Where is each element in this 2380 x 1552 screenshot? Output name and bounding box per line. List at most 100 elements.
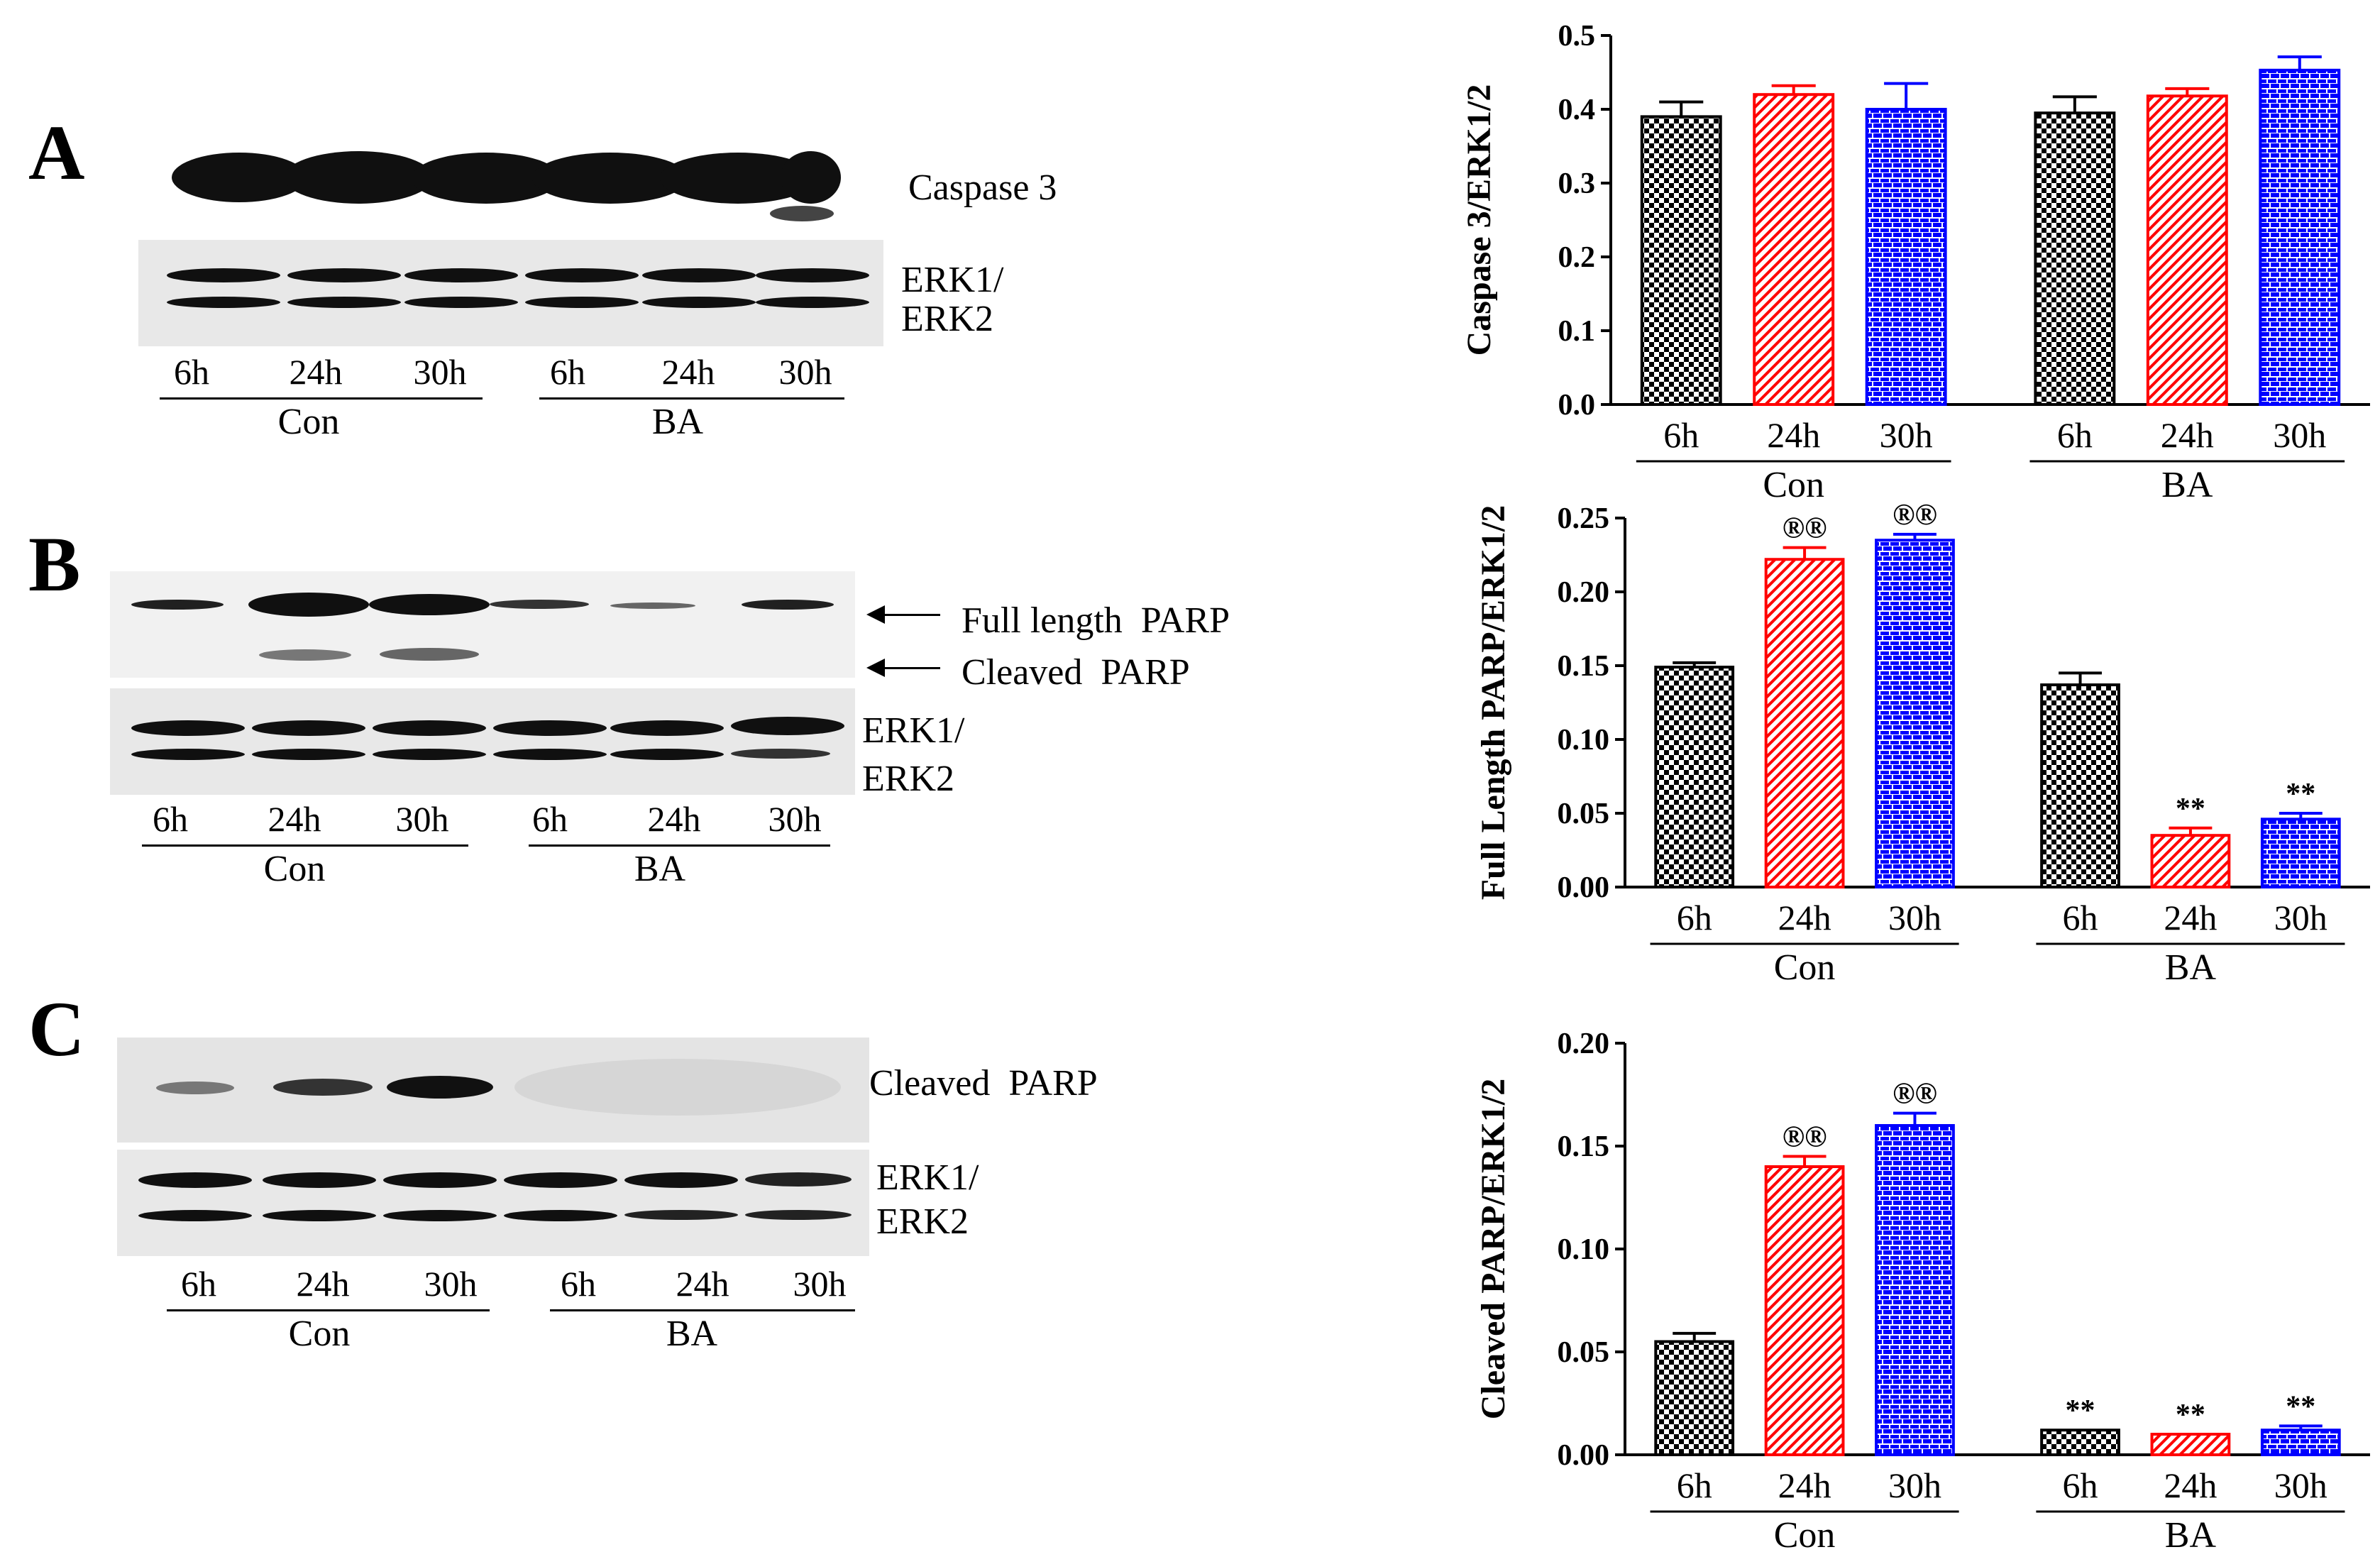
group-label-con: Con xyxy=(277,402,340,442)
significance-mark: ®® xyxy=(1893,1078,1937,1111)
x-category-label: 24h xyxy=(1767,415,1820,455)
y-tick-label: 0.3 xyxy=(1558,167,1596,200)
significance-mark: ®® xyxy=(1783,1121,1827,1154)
cleaved-parp-blot xyxy=(117,1038,869,1143)
significance-mark: ** xyxy=(2286,778,2315,810)
lane-label: 30h xyxy=(413,352,467,392)
x-category-label: 30h xyxy=(2274,898,2327,937)
x-category-label: 30h xyxy=(1880,415,1933,455)
erk2-label: ERK2 xyxy=(862,759,954,799)
bar xyxy=(2040,683,2120,888)
group-label-con: Con xyxy=(288,1314,351,1354)
lane-label: 30h xyxy=(793,1264,847,1304)
y-axis-label: Full Length PARP/ERK1/2 xyxy=(1475,505,1512,900)
x-category-label: 24h xyxy=(1778,898,1831,937)
lane-label: 30h xyxy=(768,799,822,839)
lane-label: 6h xyxy=(532,799,568,839)
y-tick-label: 0.10 xyxy=(1558,1233,1610,1266)
y-tick-label: 0.00 xyxy=(1558,871,1610,904)
erk-blot xyxy=(117,1150,869,1256)
y-tick-label: 0.05 xyxy=(1558,1336,1610,1369)
bar xyxy=(2260,818,2341,889)
bar xyxy=(2259,68,2341,406)
cleaved-parp-label: Cleaved PARP xyxy=(869,1063,1098,1104)
lane-label: 24h xyxy=(661,352,715,392)
x-category-label: 6h xyxy=(2057,415,2093,455)
erk-blot xyxy=(110,688,855,795)
x-category-label: 30h xyxy=(2273,415,2326,455)
significance-mark: ** xyxy=(2066,1394,2095,1427)
erk-blot xyxy=(138,240,883,346)
lane-label: 24h xyxy=(676,1264,729,1304)
panel-letter: B xyxy=(28,521,81,607)
panel-a: A Caspase 3 ERK1/ ERK2 6h xyxy=(0,0,1206,483)
x-category-label: 30h xyxy=(1888,1465,1941,1505)
significance-mark: ®® xyxy=(1893,499,1937,532)
bar xyxy=(1875,539,1955,888)
lane-label: 6h xyxy=(561,1264,596,1304)
bar-chart-3: 0.00 0.05 0.10 0.15 0.20 Cleaved PARP/ERK1/2 6… xyxy=(1475,1028,2370,1552)
bar xyxy=(1865,108,1947,406)
lane-label: 30h xyxy=(778,352,832,392)
group-underline xyxy=(167,1309,490,1311)
group-underline xyxy=(160,397,483,400)
lane-label: 6h xyxy=(550,352,585,392)
bar xyxy=(1640,115,1722,406)
significance-mark: ** xyxy=(2286,1390,2315,1423)
erk1-label: ERK1/ xyxy=(876,1157,979,1198)
cleaved-parp-label: Cleaved PARP xyxy=(962,652,1190,693)
y-tick-label: 0.1 xyxy=(1558,315,1596,348)
group-label-ba: BA xyxy=(634,849,686,889)
x-category-label: 6h xyxy=(2063,898,2098,937)
lane-label: 6h xyxy=(153,799,188,839)
y-tick-label: 0.00 xyxy=(1558,1439,1610,1472)
x-category-label: 6h xyxy=(2063,1465,2098,1505)
group-label-ba: BA xyxy=(2161,465,2213,505)
lane-label: 24h xyxy=(268,799,321,839)
bar xyxy=(2260,1429,2341,1457)
group-underline xyxy=(539,397,844,400)
x-category-label: 30h xyxy=(2274,1465,2327,1505)
erk2-label: ERK2 xyxy=(901,299,993,339)
lane-label: 30h xyxy=(395,799,449,839)
y-tick-label: 0.15 xyxy=(1558,1130,1610,1163)
x-category-label: 6h xyxy=(1663,415,1699,455)
group-underline xyxy=(142,844,468,847)
bar xyxy=(2150,1433,2231,1456)
y-tick-label: 0.10 xyxy=(1558,724,1610,756)
lane-label: 6h xyxy=(174,352,209,392)
group-label-ba: BA xyxy=(651,402,704,442)
bar xyxy=(1764,558,1845,889)
significance-mark: ®® xyxy=(1783,512,1827,545)
group-underline xyxy=(550,1309,855,1311)
group-label-con: Con xyxy=(1774,1515,1836,1552)
y-tick-label: 0.4 xyxy=(1558,94,1596,126)
bar xyxy=(1654,1340,1735,1456)
full-length-parp-label: Full length PARP xyxy=(962,600,1230,641)
lane-label: 6h xyxy=(181,1264,216,1304)
panel-c: C Cleaved PARP ERK1/ ERK2 6h 24h 30h xyxy=(0,0,1206,1354)
lane-label: 30h xyxy=(424,1264,478,1304)
bar xyxy=(2034,111,2116,406)
bar-chart-1: 0.0 0.1 0.2 0.3 0.4 0.5 Caspase 3/ERK1/2 6h 24h 3… xyxy=(1460,20,2370,505)
bar xyxy=(1654,666,1735,889)
x-category-label: 6h xyxy=(1677,898,1712,937)
group-label-con: Con xyxy=(263,849,326,889)
bar xyxy=(1753,93,1835,406)
y-axis-label: Cleaved PARP/ERK1/2 xyxy=(1475,1079,1512,1419)
erk1-label: ERK1/ xyxy=(862,710,965,751)
x-category-label: 30h xyxy=(1888,898,1941,937)
significance-mark: ** xyxy=(2176,793,2205,825)
x-category-label: 24h xyxy=(2161,415,2214,455)
significance-mark: ** xyxy=(2176,1399,2205,1431)
parp-blot xyxy=(110,571,855,678)
bar xyxy=(2146,94,2228,406)
group-label-con: Con xyxy=(1763,465,1824,505)
lane-label: 24h xyxy=(647,799,701,839)
group-label-ba: BA xyxy=(2165,1515,2217,1552)
x-category-label: 24h xyxy=(2164,898,2217,937)
x-category-label: 6h xyxy=(1677,1465,1712,1505)
lane-label: 24h xyxy=(289,352,343,392)
panel-letter: A xyxy=(28,109,85,196)
